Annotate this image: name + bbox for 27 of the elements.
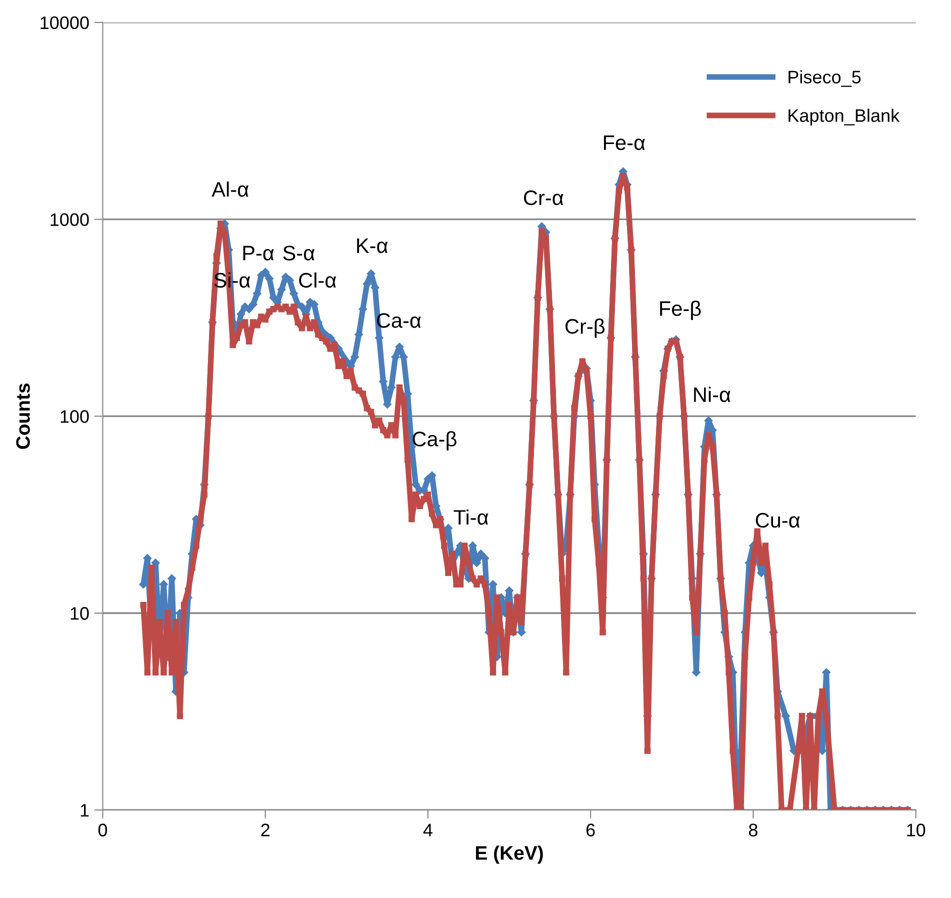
x-tick-label: 0 bbox=[98, 824, 108, 836]
annotation: Cl-α bbox=[299, 272, 336, 288]
annotation: Fe-β bbox=[660, 300, 701, 320]
annotation: P-α bbox=[243, 246, 274, 260]
annotation: Ti-α bbox=[454, 509, 488, 525]
annotation: Cr-β bbox=[565, 318, 605, 338]
x-axis-title: E (KeV) bbox=[476, 846, 543, 864]
annotation: Fe-α bbox=[604, 136, 645, 150]
x-tick-label: 6 bbox=[586, 824, 595, 836]
x-tick-label: 4 bbox=[423, 824, 432, 836]
y-tick-label: 10000 bbox=[40, 16, 89, 30]
y-tick-label: 1 bbox=[80, 804, 89, 817]
annotation: S-α bbox=[283, 246, 315, 260]
annotation: Al-α bbox=[212, 181, 249, 197]
y-tick-label: 10 bbox=[70, 607, 89, 620]
x-tick-label: 8 bbox=[748, 824, 758, 836]
legend-label: Piseco_5 bbox=[788, 70, 861, 87]
annotation: Cu-α bbox=[756, 512, 800, 528]
legend-label: Kapton_Blank bbox=[788, 108, 900, 126]
annotation: Cr-α bbox=[524, 190, 564, 206]
y-tick-label: 100 bbox=[60, 410, 89, 423]
y-axis-title: Counts bbox=[16, 384, 30, 449]
x-tick-label: 10 bbox=[907, 824, 926, 836]
annotation: Ni-α bbox=[694, 386, 730, 402]
x-tick-label: 2 bbox=[261, 824, 270, 836]
annotation: K-α bbox=[357, 238, 388, 254]
y-tick-label: 1000 bbox=[50, 213, 89, 226]
